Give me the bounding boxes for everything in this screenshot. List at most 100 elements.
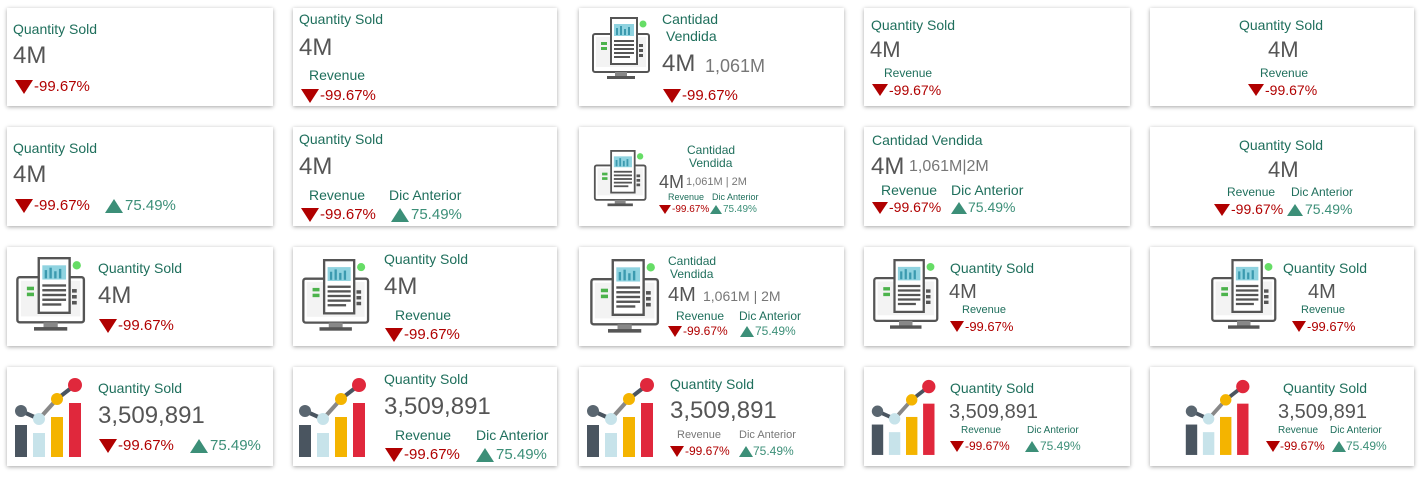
kpi-card-r1c3[interactable]: Cantidad Vendida 4M 1,061M -99.67% [579,8,844,106]
revenue-label: Revenue [395,307,452,323]
prev-change-percent: 75.49% [968,199,1016,215]
up-triangle-icon [740,326,754,337]
card-title-line2: Vendida [666,28,717,44]
revenue-label: Revenue [1227,185,1276,199]
card-title-line1: Cantidad [668,254,717,268]
kpi-card-r3c1[interactable]: Quantity Sold 4M -99.67% [7,247,273,346]
card-value: 4M [871,153,905,180]
revenue-label: Revenue [1301,304,1346,316]
card-title: Quantity Sold [299,131,384,147]
change-percent: -99.67% [1231,201,1284,217]
secondary-value: 1,061M | 2M [703,288,781,304]
kpi-card-r2c5[interactable]: Quantity Sold 4M Revenue Dic Anterior -9… [1150,127,1414,226]
receipt-monitor-icon [593,150,647,208]
card-value: 4M [299,153,333,180]
change-percent: -99.67% [682,87,738,104]
card-title: Quantity Sold [1239,137,1324,153]
card-title: Quantity Sold [384,251,469,267]
prev-change-percent: 75.49% [1305,201,1353,217]
card-title: Quantity Sold [299,11,384,27]
receipt-monitor-icon [1211,259,1277,330]
change-percent: -99.67% [685,444,730,458]
change-percent: -99.67% [118,317,174,334]
up-triangle-icon [951,202,967,214]
card-value: 4M [13,42,47,69]
down-triangle-icon [668,326,682,337]
card-value: 4M [1268,157,1299,182]
down-triangle-icon [99,319,117,333]
card-title: Quantity Sold [98,260,183,276]
kpi-card-r3c2[interactable]: Quantity Sold 4M Revenue -99.67% [293,247,557,346]
card-value: 3,509,891 [1278,401,1367,423]
card-value: 3,509,891 [98,402,205,429]
kpi-card-r2c2[interactable]: Quantity Sold 4M Revenue Dic Anterior -9… [293,127,557,226]
down-triangle-icon [670,446,684,457]
card-value: 4M [662,50,696,77]
kpi-card-r4c1[interactable]: Quantity Sold 3,509,891 -99.67% 75.49% [7,367,273,466]
up-triangle-icon [391,208,409,222]
up-triangle-icon [739,446,753,457]
card-title: Quantity Sold [670,376,755,392]
kpi-card-r3c3[interactable]: Cantidad Vendida 4M 1,061M | 2M Revenue … [579,247,844,346]
dic-anterior-label: Dic Anterior [1330,425,1382,436]
kpi-card-r1c2[interactable]: Quantity Sold 4M Revenue -99.67% [293,8,557,106]
change-percent: -99.67% [404,446,460,463]
down-triangle-icon [872,84,888,96]
card-value: 3,509,891 [384,393,491,420]
up-triangle-icon [1025,441,1039,452]
card-value: 4M [668,284,696,306]
bar-chart-growth-icon [1183,377,1252,457]
revenue-label: Revenue [677,429,722,441]
card-title: Quantity Sold [950,380,1035,396]
card-title: Cantidad Vendida [872,132,983,148]
dic-anterior-label: Dic Anterior [1027,425,1079,436]
down-triangle-icon [1266,441,1280,452]
change-percent: -99.67% [683,324,728,338]
prev-change-percent: 75.49% [210,437,261,454]
up-triangle-icon [476,448,494,462]
prev-change-percent: 75.49% [755,324,796,338]
kpi-card-r4c2[interactable]: Quantity Sold 3,509,891 Revenue Dic Ante… [293,367,557,466]
card-title: Quantity Sold [1283,260,1368,276]
change-percent: -99.67% [1265,82,1318,98]
revenue-label: Revenue [668,192,705,202]
dic-anterior-label: Dic Anterior [739,429,796,441]
kpi-card-r3c4[interactable]: Quantity Sold 4M Revenue -99.67% [864,247,1130,346]
change-percent: -99.67% [34,78,90,95]
card-value: 3,509,891 [670,397,777,424]
up-triangle-icon [1332,441,1346,452]
kpi-card-r4c5[interactable]: Quantity Sold 3,509,891 Revenue Dic Ante… [1150,367,1414,466]
bar-chart-growth-icon [585,376,656,459]
kpi-card-r3c5[interactable]: Quantity Sold 4M Revenue -99.67% [1150,247,1414,346]
down-triangle-icon [1248,84,1264,96]
revenue-label: Revenue [881,182,938,198]
down-triangle-icon [1292,321,1306,332]
kpi-card-r2c1[interactable]: Quantity Sold 4M -99.67% 75.49% [7,127,273,226]
down-triangle-icon [99,439,117,453]
kpi-card-r4c4[interactable]: Quantity Sold 3,509,891 Revenue Dic Ante… [864,367,1130,466]
secondary-value: 1,061M | 2M [686,176,747,188]
prev-change-percent: 75.49% [411,206,462,223]
kpi-card-r1c1[interactable]: Quantity Sold 4M -99.67% [7,8,273,106]
kpi-card-r1c4[interactable]: Quantity Sold 4M Revenue -99.67% [864,8,1130,106]
card-value: 4M [659,172,685,192]
prev-change-percent: 75.49% [723,204,757,215]
up-triangle-icon [1287,204,1303,216]
change-percent: -99.67% [672,204,710,215]
kpi-card-r4c3[interactable]: Quantity Sold 3,509,891 Revenue Dic Ante… [579,367,844,466]
revenue-label: Revenue [676,309,725,323]
up-triangle-icon [105,199,123,213]
down-triangle-icon [301,208,319,222]
change-percent: -99.67% [889,82,942,98]
prev-change-percent: 75.49% [125,197,176,214]
receipt-monitor-icon [590,259,660,334]
revenue-label: Revenue [884,66,933,80]
secondary-value: 1,061M [705,56,766,76]
kpi-card-r2c4[interactable]: Cantidad Vendida 4M 1,061M|2M Revenue Di… [864,127,1130,226]
kpi-card-r1c5[interactable]: Quantity Sold 4M Revenue -99.67% [1150,8,1414,106]
down-triangle-icon [659,205,671,214]
down-triangle-icon [385,328,403,342]
kpi-card-r2c3[interactable]: Cantidad Vendida 4M 1,061M | 2M Revenue … [579,127,844,226]
change-percent: -99.67% [965,319,1014,334]
down-triangle-icon [301,89,319,103]
